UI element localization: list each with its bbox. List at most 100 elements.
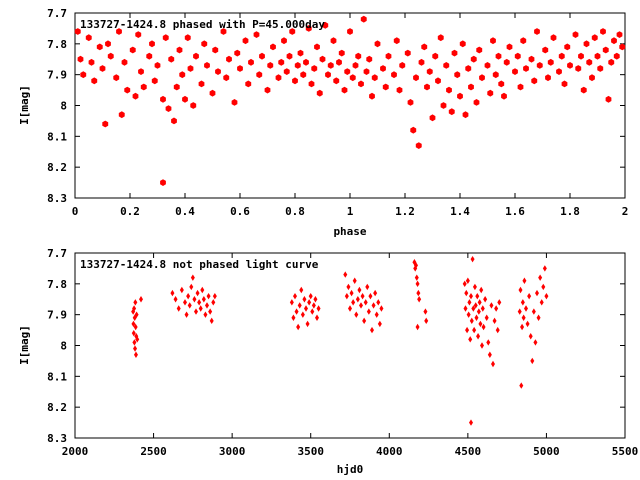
data-point	[421, 43, 428, 51]
data-point	[162, 34, 169, 42]
data-point	[466, 311, 471, 318]
data-point	[311, 302, 316, 309]
data-point	[310, 308, 315, 315]
data-point	[531, 308, 536, 315]
data-point	[151, 77, 158, 85]
data-point	[542, 265, 547, 272]
data-point	[382, 83, 389, 91]
data-point	[198, 80, 205, 88]
y-tick-label: 8.3	[47, 192, 67, 205]
data-point	[205, 302, 209, 309]
data-point	[602, 46, 609, 54]
data-points	[74, 15, 626, 186]
unphased-light-curve-panel: 2000 2500 3000 3500 4000 4500 5000 5500 7.77.87…	[18, 247, 638, 476]
data-point	[451, 49, 458, 57]
data-point	[476, 46, 483, 54]
data-point	[179, 71, 186, 79]
data-point	[173, 296, 178, 303]
data-point	[245, 80, 252, 88]
data-point	[354, 311, 359, 318]
data-point	[319, 55, 326, 63]
data-point	[187, 302, 192, 309]
data-point	[194, 308, 198, 315]
data-point	[226, 55, 232, 63]
data-point	[360, 292, 365, 300]
data-point	[501, 92, 507, 100]
data-point	[611, 37, 617, 45]
data-point	[118, 111, 125, 119]
data-point	[376, 299, 381, 306]
data-point	[198, 305, 203, 312]
data-point	[131, 320, 136, 328]
data-point	[521, 314, 526, 321]
data-point	[589, 74, 595, 82]
data-point	[299, 286, 304, 294]
data-point	[349, 289, 354, 297]
data-point	[487, 89, 494, 97]
data-point	[131, 329, 136, 337]
data-point	[594, 52, 601, 60]
data-point	[187, 65, 194, 72]
x-tick-label: 3500	[297, 445, 324, 458]
x-tick-label: 1	[347, 205, 354, 218]
data-point	[305, 320, 310, 328]
data-point	[139, 296, 143, 303]
x-axis-label: hjd0	[337, 463, 364, 476]
data-point	[399, 62, 406, 69]
data-point	[223, 74, 230, 82]
data-point	[534, 28, 540, 35]
data-point	[275, 74, 282, 82]
data-point	[446, 86, 452, 94]
data-point	[491, 360, 495, 368]
data-points	[131, 255, 549, 426]
data-point	[211, 299, 216, 306]
data-point	[183, 299, 187, 306]
data-point	[140, 83, 147, 91]
data-point	[469, 292, 473, 300]
data-point	[533, 339, 538, 346]
y-ticks: 7.7 7.8 7.9 8 8.1 8.2 8.3	[47, 247, 625, 445]
data-point	[171, 117, 177, 125]
data-point	[212, 46, 219, 54]
data-point	[476, 333, 481, 340]
data-point	[542, 46, 549, 54]
data-point	[544, 292, 549, 300]
data-point	[539, 299, 544, 306]
data-point	[355, 296, 360, 303]
data-point	[316, 305, 321, 312]
data-point	[129, 46, 136, 54]
data-point	[278, 58, 285, 66]
data-point	[315, 314, 319, 321]
data-point	[200, 286, 205, 294]
data-point	[416, 289, 421, 297]
data-point	[414, 274, 419, 281]
data-point	[478, 320, 483, 328]
x-axis-label: phase	[333, 225, 366, 238]
data-point	[170, 289, 175, 297]
data-point	[487, 351, 492, 358]
data-point	[77, 55, 84, 63]
data-point	[520, 299, 525, 306]
data-point	[297, 49, 304, 57]
data-point	[173, 83, 180, 91]
data-point	[435, 77, 441, 85]
data-point	[259, 52, 265, 60]
data-point	[363, 68, 370, 75]
data-point	[479, 286, 484, 294]
chart-title: 133727-1424.8 not phased light curve	[80, 258, 319, 271]
data-point	[231, 99, 238, 106]
data-point	[480, 342, 484, 349]
data-point	[135, 336, 140, 343]
data-point	[133, 299, 138, 306]
data-point	[556, 68, 562, 75]
data-point	[359, 302, 363, 309]
data-point	[459, 40, 466, 48]
y-tick-label: 7.9	[47, 309, 67, 322]
data-point	[492, 317, 497, 325]
data-point	[448, 108, 455, 116]
data-point	[527, 292, 532, 300]
data-point	[333, 77, 340, 85]
data-point	[352, 62, 359, 69]
y-tick-label: 7.8	[47, 38, 67, 51]
data-point	[531, 77, 538, 85]
